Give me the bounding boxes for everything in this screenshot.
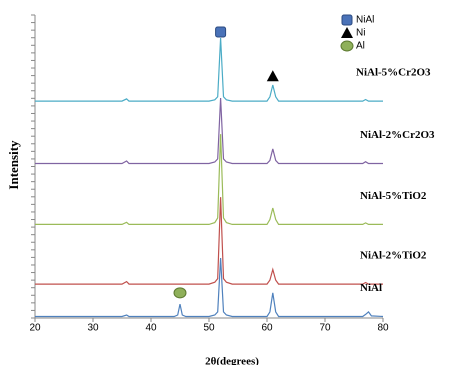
x-tick-label: 30 xyxy=(87,323,99,334)
legend-label: Al xyxy=(356,41,365,52)
legend-marker xyxy=(340,40,354,52)
x-tick-label: 60 xyxy=(261,323,273,334)
series-line xyxy=(35,257,384,318)
peak-marker xyxy=(215,26,227,38)
series-line xyxy=(35,134,383,225)
series-label: NiAl-2%TiO2 xyxy=(360,250,427,262)
legend-label: NiAl xyxy=(356,15,374,26)
legend-marker xyxy=(341,27,353,38)
legend-label: Ni xyxy=(356,28,365,39)
x-tick-label: 20 xyxy=(29,323,41,334)
series-label: NiAl-2%Cr2O3 xyxy=(360,129,435,141)
x-tick-label: 80 xyxy=(377,323,389,334)
x-axis-label: 2θ(degrees) xyxy=(205,356,259,365)
x-tick-label: 70 xyxy=(319,323,331,334)
series-label: NiAl xyxy=(360,282,382,294)
y-axis-label: Intensity xyxy=(6,140,21,190)
series-label: NiAl-5%TiO2 xyxy=(360,190,427,202)
series-line xyxy=(35,97,383,165)
series-line xyxy=(35,37,383,102)
peak-marker xyxy=(173,287,187,299)
series-line xyxy=(35,197,383,285)
peak-marker xyxy=(266,70,279,82)
series-label: NiAl-5%Cr2O3 xyxy=(356,67,431,79)
legend-marker xyxy=(341,14,353,26)
x-tick-label: 40 xyxy=(145,323,157,334)
x-tick-label: 50 xyxy=(203,323,215,334)
